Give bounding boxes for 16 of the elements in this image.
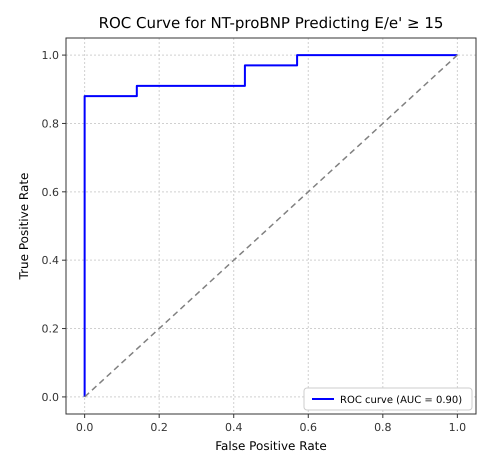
x-tick-label: 0.0 [76,421,94,434]
y-tick-label: 1.0 [42,49,59,62]
y-tick-label: 0.4 [42,254,59,268]
y-tick-label: 0.2 [42,322,59,336]
y-tick-label: 0.0 [42,390,59,404]
chart-title: ROC Curve for NT-proBNP Predicting E/e' ≥ 15 [98,14,444,32]
x-tick-label: 1.0 [448,421,466,434]
x-tick-label: 0.8 [374,421,392,434]
legend-label: ROC curve (AUC = 0.90) [340,395,462,406]
y-axis-title: True Positive Rate [17,172,31,280]
x-tick-label: 0.6 [300,421,318,434]
x-tick-label: 0.2 [150,421,168,434]
y-tick-label: 0.6 [42,186,59,199]
x-axis-title: False Positive Rate [215,439,327,453]
x-tick-label: 0.4 [224,421,242,434]
y-tick-label: 0.8 [42,117,59,130]
